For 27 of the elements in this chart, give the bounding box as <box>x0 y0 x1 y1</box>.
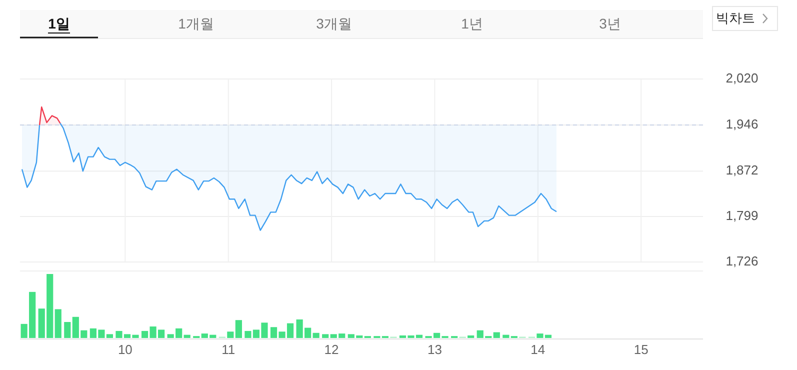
text: 3년 <box>599 16 621 32</box>
y-tick-label: 1,799 <box>726 208 758 223</box>
bar <box>322 334 329 338</box>
x-tick-label: 10 <box>118 342 132 357</box>
y-tick-label: 1,726 <box>726 253 758 268</box>
y-tick-label: 1,946 <box>726 116 758 132</box>
bar <box>312 332 320 338</box>
bar <box>227 332 234 338</box>
text: 1개월 <box>178 16 214 32</box>
x-tick-label: 15 <box>634 342 648 357</box>
bar <box>468 335 474 338</box>
x-tick-label: 13 <box>427 342 442 357</box>
bar <box>493 332 500 338</box>
bar <box>502 334 510 338</box>
y-tick-label: 2,020 <box>726 70 758 86</box>
x-tick-label: 14 <box>530 342 546 357</box>
text: 1일 <box>48 16 70 32</box>
y-tick-label: 1,872 <box>726 162 758 178</box>
bar <box>235 320 242 338</box>
text: 3개월 <box>316 16 352 32</box>
bar <box>64 322 71 338</box>
bar <box>54 309 62 338</box>
bar <box>184 334 190 338</box>
x-tick-label: 11 <box>222 342 236 357</box>
text: 빅차트 <box>716 10 755 26</box>
x-tick-label: 12 <box>324 342 339 357</box>
text: 1년 <box>461 16 483 32</box>
